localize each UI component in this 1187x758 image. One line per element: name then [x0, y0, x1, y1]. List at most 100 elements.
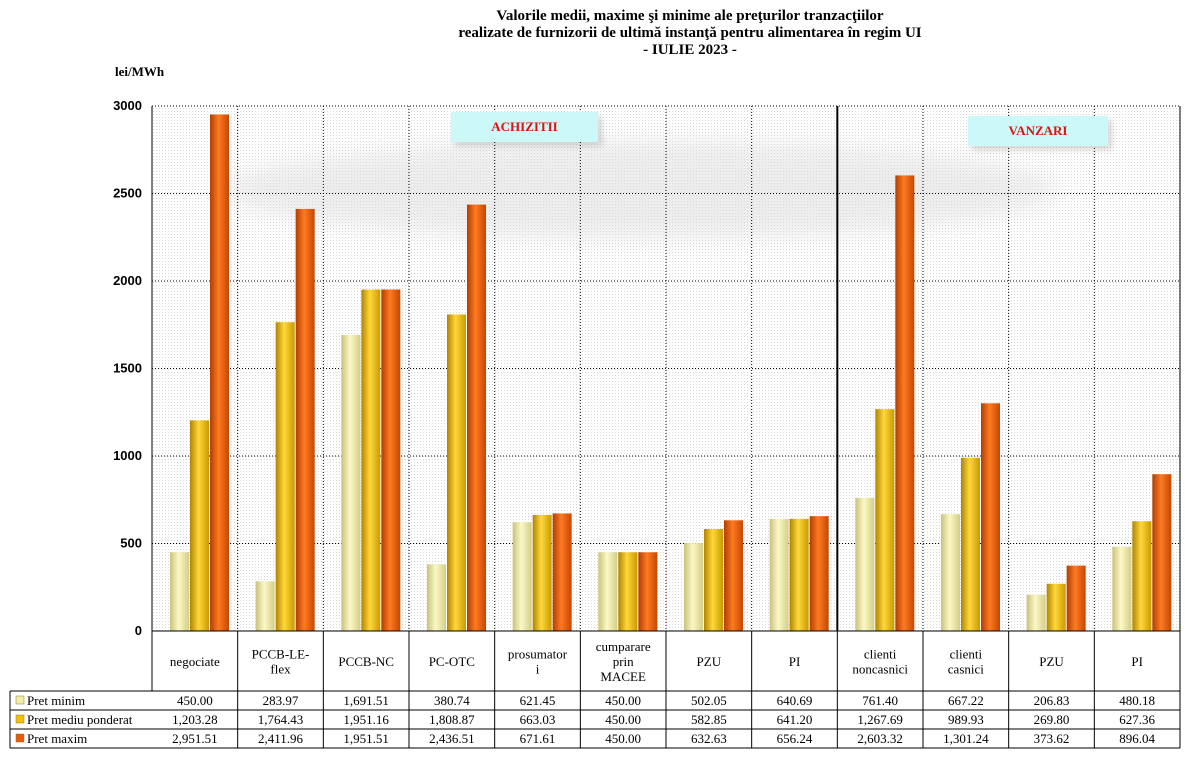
category-label: negociate — [170, 654, 220, 669]
bar — [1112, 546, 1132, 631]
category-label: MACEE — [600, 669, 646, 684]
category-label: PI — [1131, 654, 1143, 669]
table-cell: 641.20 — [777, 712, 813, 727]
plot-shadow — [220, 140, 1060, 240]
table-cell: 671.61 — [520, 731, 556, 746]
chart-title: Valorile medii, maxime şi minime ale pre… — [380, 8, 1000, 59]
table-cell: 627.36 — [1119, 712, 1155, 727]
category-label: PCCB-NC — [338, 654, 394, 669]
bar — [275, 322, 295, 631]
table-cell: 621.45 — [520, 693, 556, 708]
bars — [170, 114, 1172, 632]
table-cell: 2,603.32 — [857, 731, 903, 746]
table-cell: 656.24 — [777, 731, 813, 746]
legend-swatch — [15, 714, 25, 724]
y-tick-label: 2000 — [113, 273, 142, 288]
bar — [552, 513, 572, 631]
bar — [875, 409, 895, 631]
bar — [1046, 583, 1066, 631]
table-cell: 667.22 — [948, 693, 984, 708]
bar — [512, 522, 532, 631]
bar — [1026, 594, 1046, 631]
data-table: negociate PCCB-LE-flex PCCB-NC PC-OTC prosum… — [9, 106, 1181, 749]
bar — [981, 403, 1000, 631]
table-cell: 206.83 — [1034, 693, 1070, 708]
y-axis-unit: lei/MWh — [115, 64, 165, 79]
table-cell: 283.97 — [263, 693, 299, 708]
category-label: PCCB-LE- — [252, 647, 310, 662]
legend-label: Pret maxim — [27, 731, 87, 746]
table-cell: 450.00 — [177, 693, 213, 708]
table-cell: 761.40 — [862, 693, 898, 708]
bar — [724, 520, 743, 631]
bar — [941, 514, 960, 631]
category-label: clienti — [950, 647, 983, 662]
bar — [341, 334, 361, 631]
bar — [467, 204, 486, 631]
category-label: cumparare — [596, 639, 651, 654]
category-label: noncasnici — [852, 662, 908, 677]
legend-swatch — [15, 733, 25, 743]
legend-label: Pret minim — [27, 693, 85, 708]
table-cell: 582.85 — [691, 712, 727, 727]
bar — [255, 581, 275, 631]
table-cell: 1,951.16 — [343, 712, 389, 727]
y-tick-label: 1000 — [113, 448, 142, 463]
bar — [1132, 521, 1152, 631]
bar — [895, 175, 915, 631]
table-cell: 480.18 — [1119, 693, 1155, 708]
table-cell: 502.05 — [691, 693, 727, 708]
bar — [447, 314, 466, 631]
category-label: prosumator — [508, 647, 568, 662]
category-label: PC-OTC — [429, 654, 475, 669]
bar — [532, 514, 552, 631]
category-label: PZU — [1039, 654, 1064, 669]
title-line-3: - IULIE 2023 - — [643, 42, 737, 58]
table-cell: 896.04 — [1119, 731, 1155, 746]
bar — [684, 543, 703, 631]
bar — [789, 518, 809, 631]
bar — [769, 518, 789, 631]
bar — [961, 457, 980, 631]
bar — [381, 289, 401, 631]
table-cell: 2,951.51 — [172, 731, 218, 746]
table-cell: 1,764.43 — [258, 712, 304, 727]
title-line-1: Valorile medii, maxime şi minime ale pre… — [496, 8, 884, 24]
bar — [190, 420, 209, 631]
table-cell: 989.93 — [948, 712, 984, 727]
bar — [809, 516, 829, 631]
category-label: casnici — [948, 662, 984, 677]
table-cell: 1,951.51 — [343, 731, 389, 746]
table-cell: 1,301.24 — [943, 731, 989, 746]
bar — [1066, 565, 1086, 631]
gridlines: 0 500 1000 1500 2000 2500 3000 — [113, 98, 1180, 638]
title-line-2: realizate de furnizorii de ultimă instan… — [458, 25, 922, 41]
y-tick-label: 0 — [135, 623, 142, 638]
table-cell: 380.74 — [434, 693, 470, 708]
table-cell: 1,203.28 — [172, 712, 218, 727]
legend-label: Pret mediu ponderat — [27, 712, 133, 727]
table-cell: 450.00 — [605, 693, 641, 708]
table-cell: 663.03 — [520, 712, 556, 727]
category-label: prin — [613, 654, 634, 669]
vanzari-label: VANZARI — [968, 116, 1108, 146]
bar — [295, 208, 315, 632]
legend-swatch — [15, 695, 25, 705]
category-label: PZU — [697, 654, 722, 669]
bar — [598, 552, 618, 631]
table-cell: 450.00 — [605, 731, 641, 746]
category-label: PI — [789, 654, 801, 669]
y-tick-label: 2500 — [113, 186, 142, 201]
table-cell: 450.00 — [605, 712, 641, 727]
category-label: clienti — [864, 647, 897, 662]
table-cell: 269.80 — [1034, 712, 1070, 727]
table-cell: 1,267.69 — [857, 712, 903, 727]
bar — [210, 114, 229, 632]
table-cell: 1,691.51 — [343, 693, 389, 708]
y-tick-label: 3000 — [113, 98, 142, 113]
y-tick-label: 1500 — [113, 361, 142, 376]
table-cell: 640.69 — [777, 693, 813, 708]
bar — [638, 552, 658, 631]
table-cell: 1,808.87 — [429, 712, 475, 727]
